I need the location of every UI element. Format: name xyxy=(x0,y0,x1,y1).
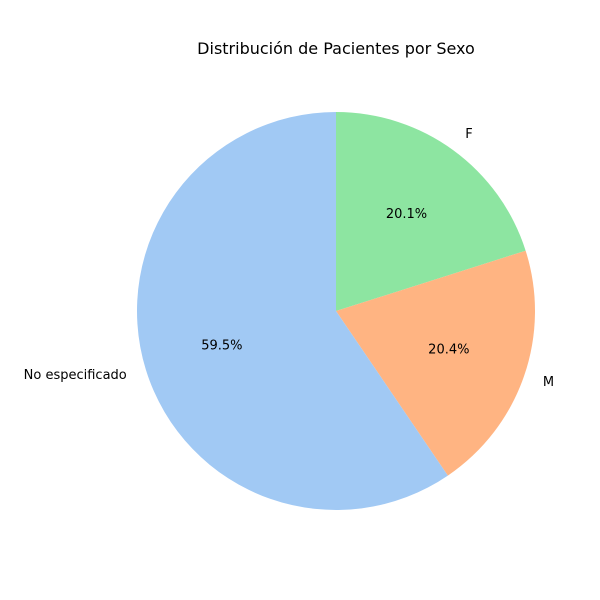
pie-slice-f xyxy=(336,112,526,311)
slice-percent-label: 59.5% xyxy=(201,339,242,354)
slice-label: M xyxy=(543,375,554,390)
slice-percent-label: 20.1% xyxy=(386,207,427,222)
pie-labels: F 20.1% M 20.4% No especificado 59.5% xyxy=(24,127,554,390)
slice-label: F xyxy=(465,127,472,142)
chart-title: Distribución de Pacientes por Sexo xyxy=(197,39,475,58)
pie-slices xyxy=(136,112,535,510)
pie-slice-m xyxy=(336,250,535,476)
slice-percent-label: 20.4% xyxy=(428,343,469,358)
slice-label: No especificado xyxy=(24,368,127,383)
pie-slice-no-especificado xyxy=(136,112,448,510)
